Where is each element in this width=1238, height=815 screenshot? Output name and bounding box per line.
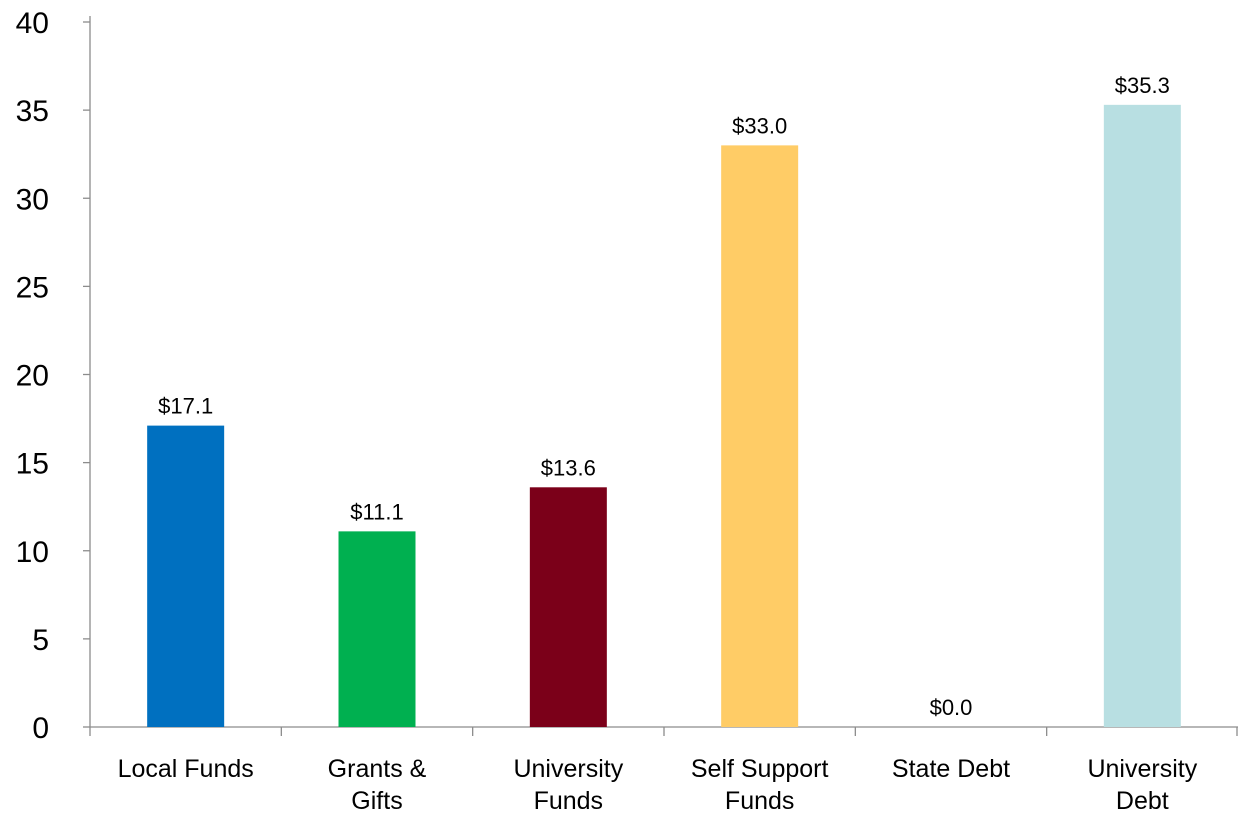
x-tick-label-line: University <box>513 755 623 783</box>
y-tick-label: 25 <box>16 271 49 304</box>
y-tick-label: 0 <box>32 712 49 745</box>
x-tick-label: Grants & Gifts <box>328 755 427 815</box>
bar <box>147 425 225 727</box>
bar <box>529 487 607 727</box>
y-tick-label: 15 <box>16 448 49 481</box>
bar <box>721 145 799 727</box>
x-tick-label: State Debt <box>892 755 1010 783</box>
x-tick-label-line: Self Support <box>691 755 829 783</box>
data-label: $0.0 <box>930 695 973 720</box>
bar <box>338 531 416 727</box>
x-tick-label-line: Funds <box>534 787 603 815</box>
bar <box>1103 104 1181 727</box>
data-label: $11.1 <box>350 499 403 524</box>
x-tick-label-line: State Debt <box>892 755 1010 783</box>
y-tick-label: 20 <box>16 360 49 393</box>
y-tick-label: 10 <box>16 536 49 569</box>
data-label: $35.3 <box>1115 73 1170 98</box>
x-tick-label: University Funds <box>513 755 623 815</box>
x-tick-label-line: Local Funds <box>118 755 254 783</box>
y-tick-label: 5 <box>32 624 49 657</box>
x-tick-label: Self Support Funds <box>691 755 829 815</box>
x-tick-label: Local Funds <box>118 755 254 783</box>
data-label: $13.6 <box>541 455 596 480</box>
x-tick-label-line: Grants & <box>328 755 427 783</box>
data-labels: $17.1 $11.1 $13.6 $33.0 $0.0 $35.3 <box>158 73 1170 720</box>
y-tick-label: 35 <box>16 95 49 128</box>
y-axis: 0 5 10 15 20 25 30 35 40 <box>16 7 91 745</box>
y-tick-label: 30 <box>16 183 49 216</box>
x-tick-label-line: Funds <box>725 787 794 815</box>
x-tick-label-line: University <box>1087 755 1197 783</box>
x-tick-label: University Debt <box>1087 755 1197 815</box>
x-tick-label-line: Debt <box>1116 787 1169 815</box>
data-label: $17.1 <box>158 394 213 419</box>
x-tick-label-line: Gifts <box>351 787 402 815</box>
bars <box>147 104 1181 727</box>
y-tick-label: 40 <box>16 7 49 40</box>
data-label: $33.0 <box>732 113 787 138</box>
